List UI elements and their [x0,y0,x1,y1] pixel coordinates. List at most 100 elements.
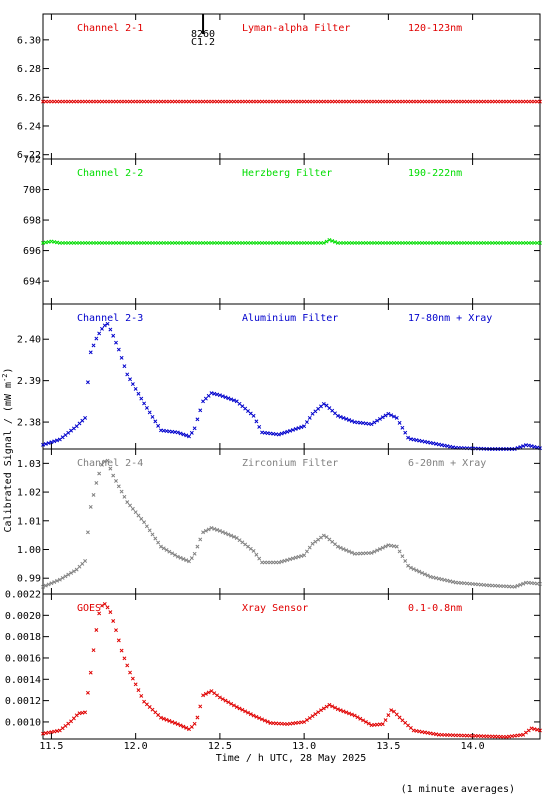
data-point [184,558,189,563]
data-point [43,240,48,245]
data-point [316,537,321,542]
data-point [307,415,312,420]
data-point [290,556,295,561]
data-point [408,565,413,570]
data-point [150,707,155,712]
data-point [130,676,135,681]
data-point [288,428,293,433]
data-point [420,729,425,734]
data-point [321,533,326,538]
data-point [299,554,304,558]
data-point [380,722,385,727]
data-point [220,394,225,399]
y-tick-label: 1.02 [17,488,41,499]
data-point [161,716,166,721]
data-point [198,704,203,709]
data-point [408,725,413,730]
data-point [251,413,256,418]
data-point [147,705,152,709]
footnote: (1 minute averages) [401,784,515,795]
panel-frame [42,303,541,450]
data-point [532,727,537,732]
y-tick-label: 6.30 [17,35,41,46]
data-point [139,396,144,401]
data-point [223,395,228,400]
data-point [392,544,396,549]
data-point [55,438,59,443]
data-point [119,489,124,494]
data-point [338,545,343,550]
data-point [156,423,161,428]
data-point [178,723,183,728]
data-point [111,333,116,338]
data-point [226,700,231,705]
data-point [257,556,262,561]
data-point [425,730,430,735]
data-point [94,336,99,341]
data-point [436,576,441,581]
data-point [411,728,416,733]
data-point [97,331,102,336]
data-point [290,427,295,432]
x-tick-label: 12.0 [124,741,148,752]
data-point [226,532,231,537]
flare-marker-id: 8260 [191,29,215,40]
data-point [299,425,304,430]
data-point [220,697,225,701]
data-point [327,406,332,411]
data-point [83,710,88,715]
panel-2: 694 696 698 700 702 Channel 2-2 Herzberg Filte… [23,155,542,305]
data-point [417,438,422,443]
data-point [91,343,96,348]
data-point [181,724,186,729]
y-tick-label: 6.22 [17,150,41,161]
data-point [335,413,340,418]
panel-frame [42,13,541,160]
data-point [198,408,203,413]
panel-frame [42,158,541,305]
data-point [246,710,250,715]
data-point [231,703,236,708]
data-point [422,439,427,444]
data-point [173,553,177,557]
series-4 [41,458,542,589]
data-point [333,239,337,244]
y-tick-label: 696 [23,246,41,257]
panel-band-label: 6-20nm + Xray [408,458,486,469]
data-point [156,713,161,717]
data-point [366,721,371,726]
data-point [428,440,433,445]
data-point [352,713,357,718]
data-point [403,430,408,435]
data-point [88,670,93,675]
data-point [349,419,354,423]
panel-filter-label: Herzberg Filter [242,168,332,179]
data-point [420,439,425,444]
data-point [400,554,405,559]
data-point [181,432,186,437]
x-tick-label: 14.0 [461,741,485,752]
y-tick-label: 700 [23,185,41,196]
data-point [74,424,79,429]
data-point [69,719,74,724]
y-tick-label: 1.01 [17,516,41,527]
data-point [403,559,408,563]
panel-filter-label: Aluminium Filter [242,313,338,324]
data-point [139,693,144,698]
data-point [439,443,444,447]
data-point [212,526,217,531]
data-point [178,431,183,436]
data-point [74,567,79,572]
data-point [144,702,149,707]
data-point [254,714,259,719]
data-point [203,528,208,533]
panel-channel-label: Channel 2-3 [77,313,143,324]
data-point [150,414,155,419]
data-point [338,414,343,419]
data-point [83,415,88,420]
data-point [41,584,45,589]
data-point [192,551,197,556]
data-point [431,731,436,736]
data-point [304,718,309,722]
data-point [307,545,312,550]
